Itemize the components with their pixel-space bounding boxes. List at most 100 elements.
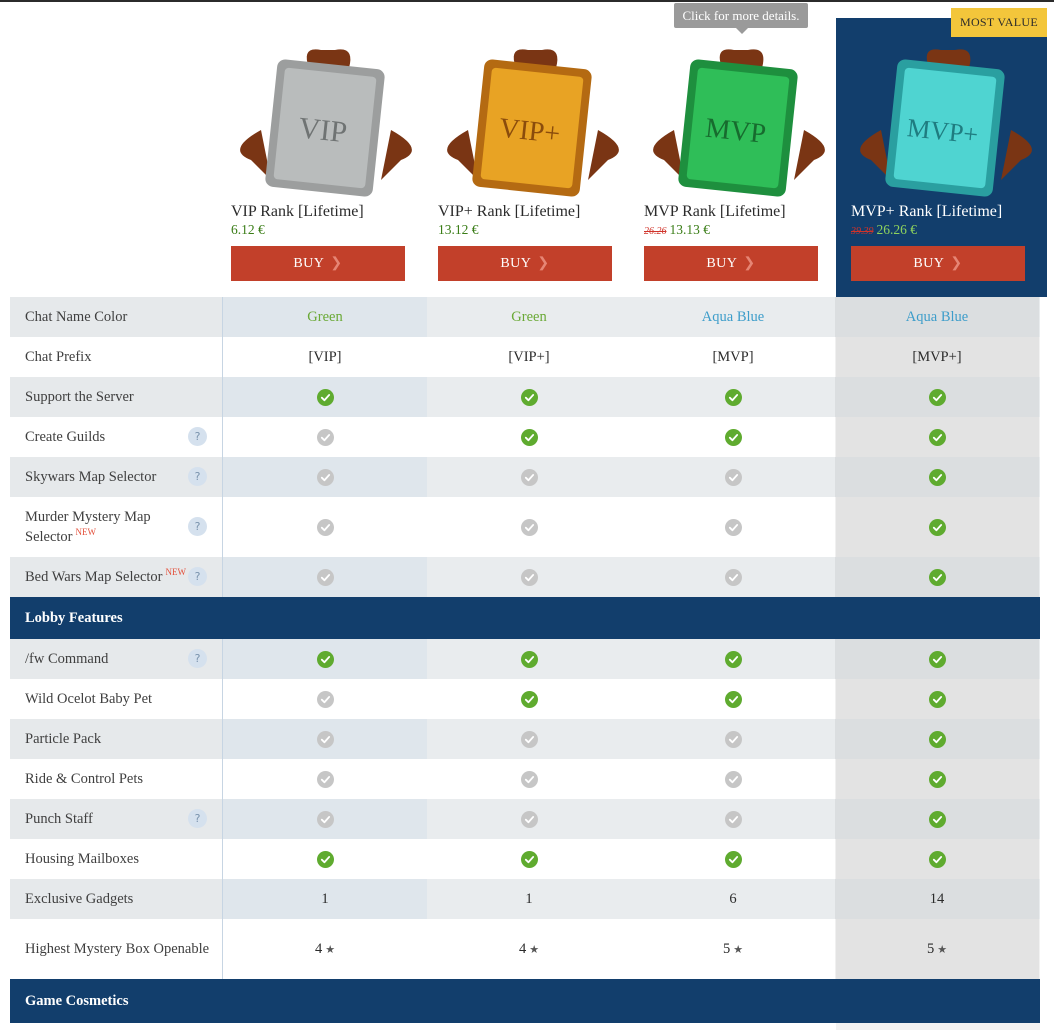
feature-label: Wild Ocelot Baby Pet: [10, 679, 223, 719]
help-icon[interactable]: ?: [188, 567, 207, 586]
check-disabled-icon: [316, 810, 334, 828]
table-cell: 1: [223, 879, 427, 919]
table-cell: [223, 839, 427, 879]
feature-label-text: Skywars Map Selector: [25, 469, 157, 485]
table-cell: [223, 417, 427, 457]
feature-label: Skywars Map Selector?: [10, 457, 223, 497]
mvp-plus-rank-icon[interactable]: MVP+: [851, 40, 1041, 198]
table-cell: [427, 557, 631, 597]
feature-label: Bed Wars Map Selector NEW?: [10, 557, 223, 597]
check-icon: [520, 650, 538, 668]
buy-button-mvp-plus[interactable]: BUY ❯: [851, 246, 1025, 281]
table-cell: [427, 639, 631, 679]
table-cell: 4 ★: [223, 919, 427, 979]
cell-value: Green: [307, 308, 343, 325]
check-disabled-icon: [724, 568, 742, 586]
new-tag: NEW: [75, 527, 97, 538]
check-icon: [724, 388, 742, 406]
cell-value: 14: [929, 890, 945, 907]
feature-label: Exclusive Gadgets: [10, 879, 223, 919]
table-cell: [631, 417, 835, 457]
product-price: 26.26 €: [876, 222, 918, 237]
table-cell: [631, 557, 835, 597]
feature-label: Support the Server: [10, 377, 223, 417]
table-cell: [VIP+]: [427, 337, 631, 377]
table-cell: [MVP+]: [835, 337, 1039, 377]
cell-value: [MVP]: [712, 348, 754, 365]
mvp-rank-icon[interactable]: MVP: [644, 40, 834, 198]
table-cell: [835, 497, 1039, 557]
check-icon: [928, 388, 946, 406]
check-icon: [928, 850, 946, 868]
product-card-mvp: MVP MVP Rank [Lifetime] 26.26 13.13 € BUY…: [644, 40, 834, 281]
help-icon[interactable]: ?: [188, 809, 207, 828]
table-row: Punch Staff?: [10, 799, 1040, 839]
check-icon: [928, 468, 946, 486]
feature-label: Ride & Control Pets: [10, 759, 223, 799]
cell-value: Green: [511, 308, 547, 325]
table-cell: [MVP]: [631, 337, 835, 377]
table-cell: [VIP]: [223, 337, 427, 377]
table-cell: [835, 417, 1039, 457]
star-icon: ★: [733, 943, 744, 956]
help-icon[interactable]: ?: [188, 649, 207, 668]
table-cell: [223, 497, 427, 557]
cell-value: Aqua Blue: [905, 308, 969, 325]
table-cell: [223, 759, 427, 799]
table-cell: [631, 679, 835, 719]
table-cell: [223, 719, 427, 759]
check-disabled-icon: [724, 518, 742, 536]
cell-value: [VIP]: [308, 348, 342, 365]
table-cell: [835, 377, 1039, 417]
cell-value: 5: [722, 940, 731, 957]
rank-comparison-table: Chat Name Color Green Green Aqua Blue Aqua B…: [10, 297, 1040, 1023]
table-cell: [223, 639, 427, 679]
help-icon[interactable]: ?: [188, 427, 207, 446]
vip-plus-rank-icon[interactable]: VIP+: [438, 40, 628, 198]
table-cell: [223, 557, 427, 597]
table-row: Chat Prefix [VIP] [VIP+] [MVP] [MVP+]: [10, 337, 1040, 377]
help-icon[interactable]: ?: [188, 467, 207, 486]
cell-value: Aqua Blue: [701, 308, 765, 325]
check-disabled-icon: [520, 810, 538, 828]
check-icon: [928, 518, 946, 536]
star-icon: ★: [529, 943, 540, 956]
chevron-right-icon: ❯: [950, 256, 963, 271]
top-border: [0, 0, 1054, 2]
cell-value: [VIP+]: [508, 348, 550, 365]
most-value-badge: MOST VALUE: [951, 8, 1047, 37]
cell-value: [MVP+]: [912, 348, 962, 365]
feature-label: /fw Command?: [10, 639, 223, 679]
table-cell: [631, 457, 835, 497]
buy-button-vip-plus[interactable]: BUY ❯: [438, 246, 612, 281]
help-icon[interactable]: ?: [188, 517, 207, 536]
product-old-price: 39.39: [851, 226, 874, 237]
buy-button-vip[interactable]: BUY ❯: [231, 246, 405, 281]
cell-value: 1: [321, 890, 329, 907]
feature-label-text: Chat Prefix: [25, 349, 92, 365]
table-cell: [427, 457, 631, 497]
feature-label: Housing Mailboxes: [10, 839, 223, 879]
table-cell: 5 ★: [835, 919, 1039, 979]
check-icon: [520, 428, 538, 446]
check-icon: [520, 388, 538, 406]
check-icon: [928, 730, 946, 748]
table-cell: [631, 377, 835, 417]
feature-label-text: Exclusive Gadgets: [25, 891, 134, 907]
check-disabled-icon: [520, 468, 538, 486]
check-icon: [928, 690, 946, 708]
vip-rank-icon[interactable]: VIP: [231, 40, 421, 198]
chevron-right-icon: ❯: [743, 256, 756, 271]
buy-button-mvp[interactable]: BUY ❯: [644, 246, 818, 281]
check-icon: [724, 690, 742, 708]
table-row: /fw Command?: [10, 639, 1040, 679]
check-disabled-icon: [520, 568, 538, 586]
table-cell: Green: [223, 297, 427, 337]
check-icon: [724, 850, 742, 868]
check-icon: [316, 650, 334, 668]
table-cell: [835, 639, 1039, 679]
check-disabled-icon: [316, 770, 334, 788]
feature-label-text: Punch Staff: [25, 811, 93, 827]
star-icon: ★: [325, 943, 336, 956]
feature-label-text: Bed Wars Map Selector NEW: [25, 567, 186, 585]
